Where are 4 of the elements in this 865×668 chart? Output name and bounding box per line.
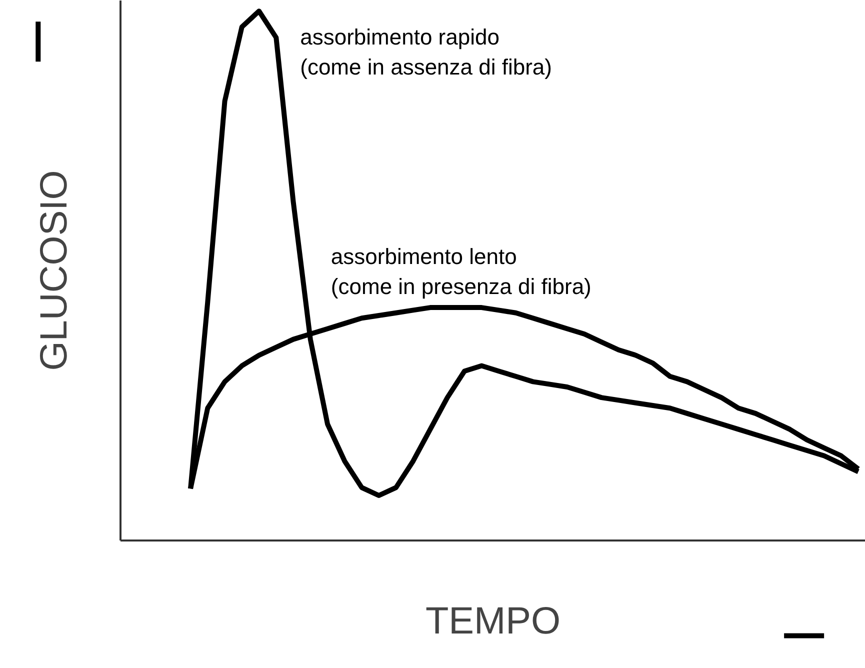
series-label: assorbimento rapido (come in assenza di fibra) (300, 24, 552, 80)
x-axis-title: TEMPO (425, 600, 561, 642)
y-axis-title: GLUCOSIO (34, 170, 76, 371)
series-label: assorbimento lento (come in presenza di fibra) (330, 244, 592, 300)
